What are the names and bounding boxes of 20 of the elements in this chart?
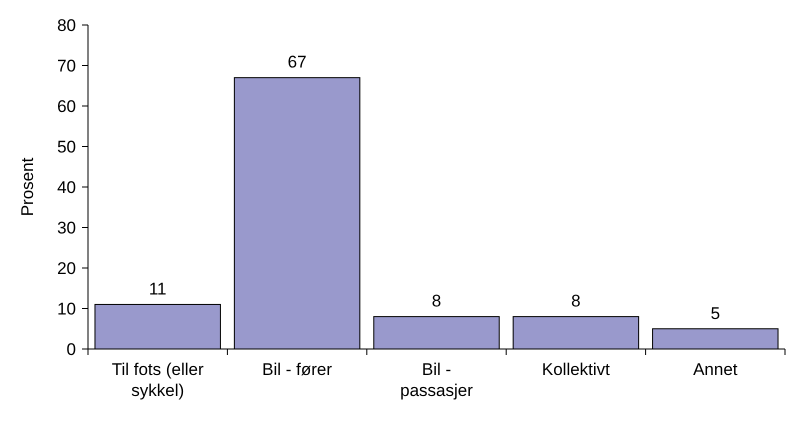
- data-label: 8: [432, 292, 442, 311]
- y-tick-label: 20: [57, 258, 76, 278]
- y-tick-label: 40: [57, 178, 76, 197]
- y-tick-label: 10: [57, 299, 76, 318]
- x-tick-label: Annet: [693, 360, 738, 379]
- y-axis-title: Prosent: [18, 157, 37, 216]
- y-tick-label: 0: [66, 340, 76, 359]
- x-tick-label: Til fots (eller sykkel): [112, 360, 204, 400]
- y-tick-label: 30: [57, 218, 76, 238]
- y-tick-label: 70: [57, 56, 76, 76]
- x-tick-label: Kollektivt: [542, 360, 610, 379]
- data-label: 67: [288, 52, 307, 72]
- data-label: 11: [148, 279, 167, 298]
- data-label: 5: [710, 304, 720, 323]
- y-tick-label: 80: [57, 16, 76, 35]
- x-tick-label: Bil - passasjer: [400, 360, 474, 400]
- data-label: 8: [571, 292, 581, 311]
- x-tick-label: Bil - fører: [262, 360, 332, 379]
- y-tick-label: 60: [57, 96, 76, 116]
- y-tick-label: 50: [57, 137, 76, 156]
